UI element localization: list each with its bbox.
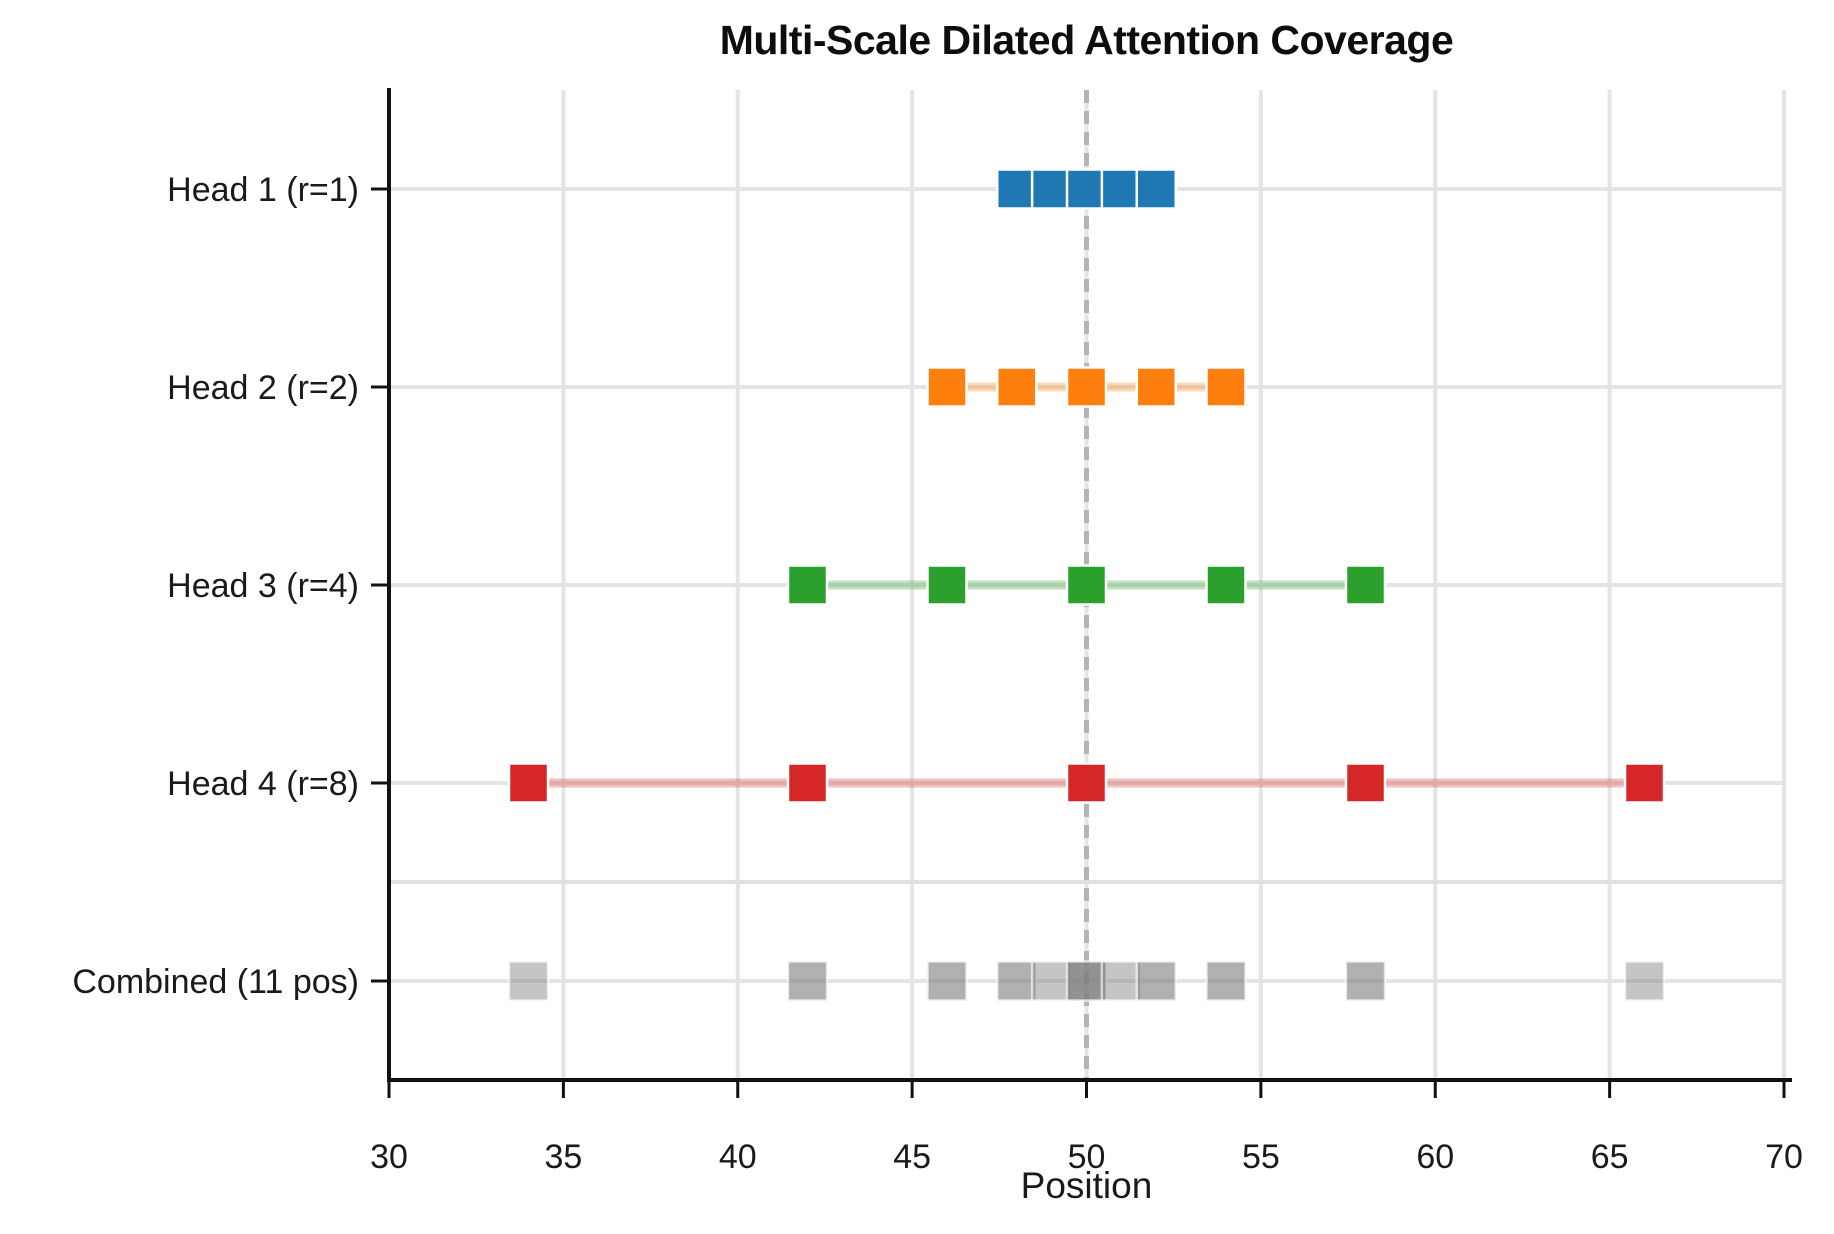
combined-coverage-marker — [1623, 960, 1666, 1002]
combined-coverage-marker — [1135, 960, 1177, 1002]
head-coverage-marker — [1135, 168, 1177, 210]
head-coverage-marker — [1344, 762, 1387, 804]
x-tick-label: 65 — [1591, 1138, 1629, 1176]
combined-coverage-marker — [1030, 960, 1073, 1002]
combined-coverage-marker — [996, 960, 1038, 1002]
x-axis-label: Position — [1020, 1165, 1153, 1206]
head-coverage-marker — [1205, 564, 1247, 606]
head-coverage-marker — [1065, 366, 1108, 408]
x-tick-label: 35 — [544, 1138, 582, 1176]
combined-coverage-marker — [1344, 960, 1387, 1002]
head-coverage-marker — [1100, 168, 1143, 210]
head-coverage-marker — [1030, 168, 1073, 210]
combined-coverage-marker — [1065, 960, 1108, 1002]
head-coverage-marker — [1344, 564, 1387, 606]
y-tick-label: Head 3 (r=4) — [167, 567, 359, 605]
x-tick-label: 50 — [1068, 1138, 1106, 1176]
y-tick-label: Head 4 (r=8) — [167, 765, 359, 803]
y-tick-label: Head 1 (r=1) — [167, 171, 359, 209]
combined-coverage-marker — [786, 960, 829, 1002]
x-tick-label: 55 — [1242, 1138, 1280, 1176]
y-tick-label: Head 2 (r=2) — [167, 369, 359, 407]
combined-coverage-marker — [926, 960, 968, 1002]
head-coverage-marker — [926, 366, 968, 408]
head-coverage-marker — [1065, 564, 1108, 606]
x-tick-label: 60 — [1416, 1138, 1454, 1176]
head-coverage-marker — [1205, 366, 1247, 408]
x-tick-label: 70 — [1765, 1138, 1803, 1176]
head-coverage-marker — [996, 168, 1038, 210]
chart-title: Multi-Scale Dilated Attention Coverage — [719, 17, 1454, 63]
head-coverage-marker — [926, 564, 968, 606]
x-tick-label: 40 — [719, 1138, 757, 1176]
head-coverage-marker — [1065, 168, 1108, 210]
head-coverage-marker — [786, 762, 829, 804]
head-coverage-marker — [786, 564, 829, 606]
x-tick-label: 30 — [370, 1138, 408, 1176]
x-tick-label: 45 — [893, 1138, 931, 1176]
combined-coverage-marker — [1205, 960, 1247, 1002]
combined-coverage-marker — [507, 960, 550, 1002]
head-coverage-marker — [1135, 366, 1177, 408]
head-coverage-marker — [996, 366, 1038, 408]
head-coverage-marker — [507, 762, 550, 804]
y-tick-label: Combined (11 pos) — [72, 963, 359, 1001]
head-coverage-marker — [1623, 762, 1666, 804]
head-coverage-marker — [1065, 762, 1108, 804]
combined-coverage-marker — [1100, 960, 1143, 1002]
